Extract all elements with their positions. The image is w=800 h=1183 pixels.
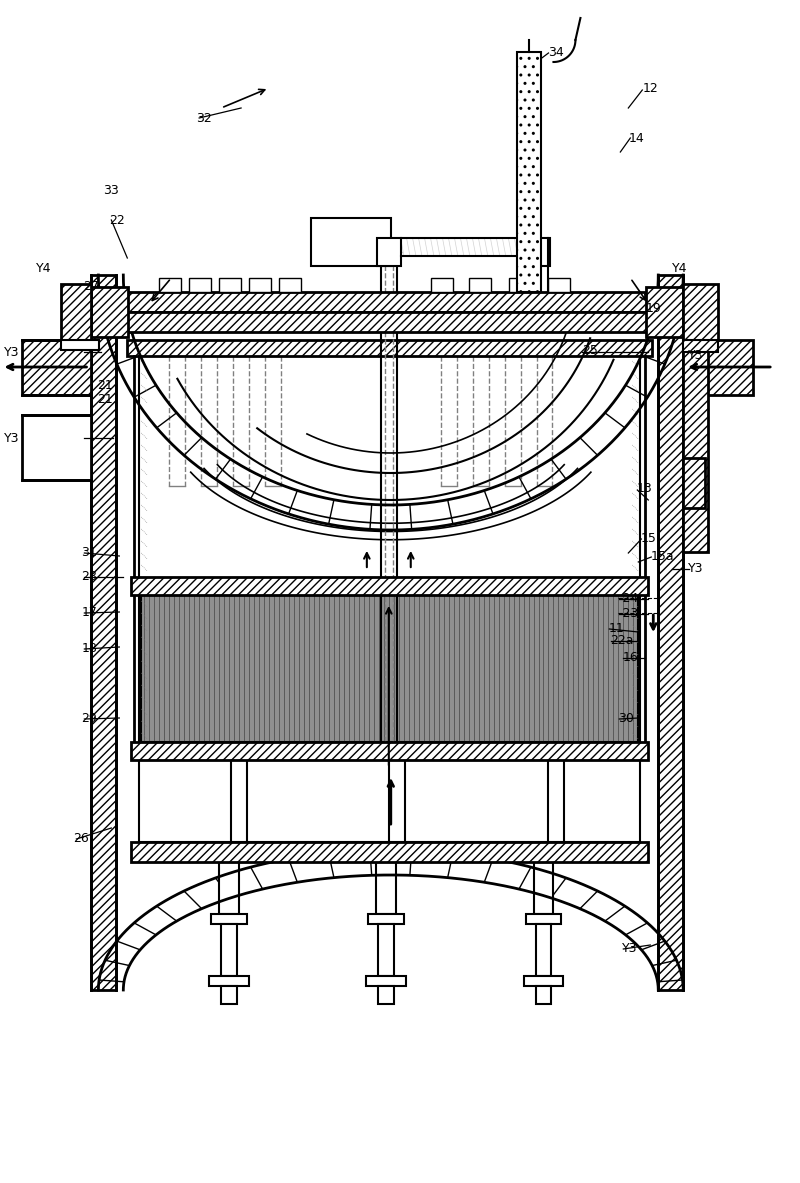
Text: 28: 28 [82,569,98,582]
Bar [311,218,390,266]
Bar [683,458,705,508]
Text: -24: -24 [618,592,638,605]
Text: 34: 34 [549,45,564,58]
Text: 12: 12 [642,82,658,95]
Bar [91,287,128,337]
Text: 22: 22 [110,213,125,226]
Bar [366,976,406,985]
Bar [91,274,116,990]
Bar [139,759,640,842]
Text: Y4: Y4 [672,261,688,274]
Bar [376,862,396,914]
Bar [378,985,394,1004]
Bar [159,278,182,292]
Bar [221,924,237,976]
Text: 30: 30 [618,711,634,724]
Text: 21: 21 [98,393,113,406]
Text: 22a: 22a [610,634,634,646]
Bar [211,914,247,924]
Bar [131,842,648,862]
Text: 32: 32 [196,111,212,124]
Bar [526,914,562,924]
Text: 31: 31 [82,545,97,558]
Text: Y3: Y3 [688,562,704,575]
Text: -23: -23 [618,607,638,620]
Bar [142,595,638,742]
Bar [22,415,91,480]
Text: Y3: Y3 [4,345,19,358]
Text: Y4: Y4 [36,261,51,274]
Bar [683,340,753,395]
Text: 33: 33 [103,183,119,196]
Bar [62,284,91,340]
Bar [127,340,652,356]
Text: 15a: 15a [650,549,674,562]
Bar [523,976,563,985]
Bar [658,274,683,990]
Bar [646,287,683,337]
Bar [535,924,551,976]
Bar [279,278,301,292]
Text: 11: 11 [608,621,624,634]
Bar [368,914,404,924]
Bar [683,340,718,353]
Bar [517,52,541,292]
Bar [529,238,550,266]
Bar [62,340,99,350]
Bar [91,292,683,312]
Text: 18: 18 [82,641,98,654]
Text: Y3: Y3 [4,432,19,445]
Text: 13: 13 [636,481,652,494]
Text: 19: 19 [646,302,661,315]
Bar [219,278,241,292]
Bar [219,862,239,914]
Bar [535,985,551,1004]
Bar [377,238,401,266]
Text: 15: 15 [640,531,656,544]
Bar [209,976,249,985]
Bar [22,340,91,395]
Bar [249,278,271,292]
Bar [221,985,237,1004]
Bar [469,278,490,292]
Bar [131,742,648,759]
Bar [509,278,530,292]
Text: 14: 14 [628,131,644,144]
Text: 27: 27 [83,279,99,292]
Bar [683,284,718,340]
Bar [189,278,211,292]
Bar [131,577,648,595]
Text: 16: 16 [622,651,638,664]
Bar [549,278,570,292]
Text: 25: 25 [582,343,598,356]
Text: 17: 17 [82,606,98,619]
Text: 29: 29 [82,711,97,724]
Text: Y3: Y3 [688,349,704,362]
Text: 21: 21 [98,379,113,392]
Bar [91,312,683,332]
Bar [430,278,453,292]
Bar [534,862,554,914]
Bar [378,924,394,976]
Bar [683,332,708,552]
Text: 26: 26 [74,832,89,845]
Text: Y3: Y3 [622,942,638,955]
